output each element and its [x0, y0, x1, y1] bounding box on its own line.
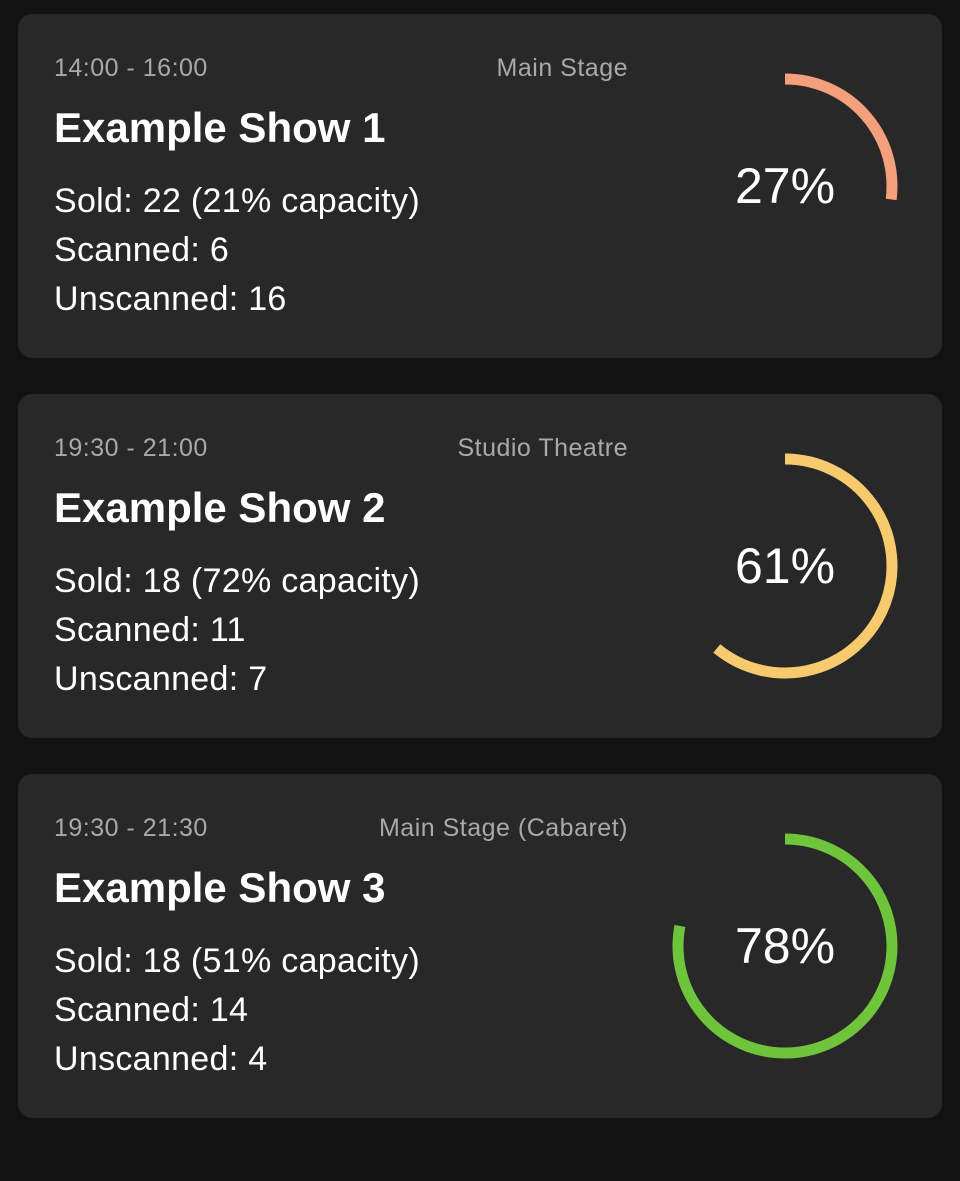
scan-percent-label: 61% [734, 538, 836, 594]
show-venue: Studio Theatre [457, 434, 628, 462]
scan-progress-ring [713, 453, 898, 679]
unscanned-count: Unscanned: 7 [54, 660, 268, 698]
scan-percent-label: 78% [734, 918, 836, 974]
unscanned-count: Unscanned: 16 [54, 280, 287, 318]
show-card[interactable]: 14:00 - 16:00 Main Stage Example Show 1 … [18, 14, 942, 358]
scanned-count: Scanned: 14 [54, 991, 249, 1029]
show-venue: Main Stage (Cabaret) [378, 814, 628, 842]
scan-progress-gauge: 78% [670, 831, 900, 1061]
show-card[interactable]: 19:30 - 21:30 Main Stage (Cabaret) Examp… [18, 774, 942, 1118]
scan-progress-gauge: 27% [670, 71, 900, 301]
scan-progress-arc [672, 833, 898, 1059]
sold-count: Sold: 18 (51% capacity) [54, 942, 420, 980]
scan-progress-ring [784, 73, 898, 201]
show-venue: Main Stage [496, 54, 628, 82]
scan-progress-ring [672, 833, 898, 1059]
show-time: 14:00 - 16:00 [54, 54, 208, 82]
show-title: Example Show 2 [54, 484, 386, 531]
show-title: Example Show 1 [54, 104, 386, 151]
scan-progress-gauge: 61% [670, 451, 900, 681]
unscanned-count: Unscanned: 4 [54, 1040, 268, 1078]
show-time: 19:30 - 21:30 [54, 814, 208, 842]
show-card[interactable]: 19:30 - 21:00 Studio Theatre Example Sho… [18, 394, 942, 738]
show-time: 19:30 - 21:00 [54, 434, 208, 462]
show-title: Example Show 3 [54, 864, 386, 911]
scanned-count: Scanned: 11 [54, 611, 246, 649]
scanned-count: Scanned: 6 [54, 231, 230, 269]
scan-progress-arc [713, 453, 898, 679]
scan-progress-arc [784, 73, 898, 201]
scan-percent-label: 27% [734, 158, 836, 214]
sold-count: Sold: 22 (21% capacity) [54, 182, 420, 220]
sold-count: Sold: 18 (72% capacity) [54, 562, 420, 600]
